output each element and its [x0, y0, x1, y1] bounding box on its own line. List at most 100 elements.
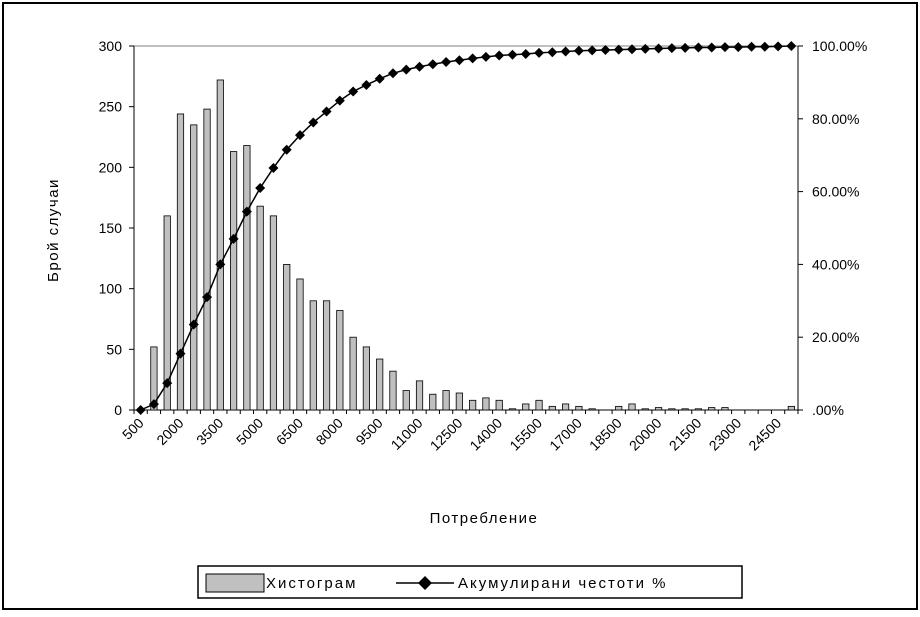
cumulative-point [627, 44, 637, 55]
cumulative-point [640, 43, 651, 54]
histogram-bar [562, 403, 570, 411]
histogram-bar [708, 407, 716, 411]
cumulative-point [454, 55, 465, 66]
cumulative-point [573, 45, 584, 56]
cumulative-point [414, 61, 425, 72]
cumulative-point [215, 259, 226, 270]
cumulative-point [693, 42, 704, 53]
cumulative-point [706, 42, 717, 53]
cumulative-point [467, 53, 478, 64]
histogram-bar [482, 397, 490, 411]
y-tick-label: 200 [99, 159, 123, 175]
cumulative-point [520, 49, 531, 60]
y2-tick-label: 40.00% [812, 256, 859, 272]
y2-tick-label: 80.00% [812, 111, 859, 127]
histogram-bar [508, 408, 517, 411]
histogram-bar [495, 399, 503, 411]
cumulative-point [135, 405, 146, 415]
y-tick-label: 50 [106, 341, 122, 357]
histogram-bar [575, 405, 583, 411]
histogram-bar [216, 79, 224, 411]
cumulative-point [427, 59, 438, 70]
y2-tick-label: 100.00% [812, 38, 867, 54]
histogram-bar [402, 390, 410, 411]
cumulative-point [361, 79, 372, 90]
y-tick-label: 150 [99, 220, 123, 236]
legend-label-histogram: Хистограм [266, 575, 357, 592]
cumulative-point [255, 182, 266, 193]
legend-label-cumulative: Акумулирани честоти % [458, 575, 668, 592]
histogram-bar [389, 370, 397, 411]
histogram-bar [415, 380, 424, 411]
y2-tick-label: 60.00% [812, 184, 859, 200]
histogram-bar [230, 151, 238, 411]
histogram-bar [362, 346, 370, 411]
histogram-bar [548, 405, 556, 411]
cumulative-point [374, 73, 385, 84]
histogram-bar [628, 403, 636, 411]
histogram-bar [469, 399, 477, 411]
histogram-bar [243, 145, 251, 411]
histogram-bar [269, 215, 278, 411]
cumulative-point [321, 106, 332, 117]
histogram-bar [309, 300, 317, 411]
histogram-bar [442, 390, 450, 411]
cumulative-point [148, 399, 159, 410]
histogram-bar [668, 408, 676, 411]
cumulative-point [281, 144, 292, 155]
histogram-bar [694, 408, 702, 411]
cumulative-point [534, 47, 545, 58]
histogram-bar [615, 405, 623, 411]
histogram-bar [588, 408, 596, 411]
legend-bar-swatch [205, 573, 265, 593]
cumulative-point [560, 46, 571, 57]
histogram-bar [150, 346, 158, 411]
cumulative-point [719, 42, 730, 53]
cumulative-point [162, 378, 173, 389]
histogram-bar [296, 278, 304, 411]
y-tick-label: 300 [99, 38, 123, 54]
histogram-bar [455, 392, 463, 411]
cumulative-point [334, 95, 345, 106]
cumulative-point [587, 45, 598, 56]
histogram-bar [535, 399, 543, 411]
y2-tick-label: .00% [812, 402, 844, 418]
histogram-bar [654, 407, 663, 411]
cumulative-point [613, 44, 624, 55]
histogram-bar [349, 336, 357, 411]
cumulative-point [733, 42, 744, 53]
cumulative-point [441, 57, 452, 68]
histogram-bar [176, 113, 185, 411]
histogram-bar [256, 205, 264, 411]
histogram-bar [721, 407, 729, 411]
histogram-bar [681, 408, 689, 411]
histogram-bar [283, 263, 291, 411]
legend-box [197, 565, 743, 599]
cumulative-point [786, 41, 797, 51]
cumulative-point [308, 117, 319, 128]
histogram-bar [522, 403, 530, 411]
cumulative-point [295, 130, 305, 141]
y-axis-title: Брой случаи [45, 178, 62, 282]
cumulative-point [175, 348, 186, 359]
cumulative-point [188, 319, 199, 330]
cumulative-point [680, 42, 691, 53]
histogram-bar [190, 124, 198, 411]
cumulative-point [348, 86, 359, 97]
cumulative-point [228, 233, 239, 244]
histogram-bar [429, 393, 437, 411]
histogram-bar [376, 358, 384, 411]
cumulative-point [746, 41, 757, 52]
cumulative-point [600, 45, 611, 56]
cumulative-point [241, 206, 252, 217]
cumulative-point [494, 50, 505, 61]
y-tick-label: 0 [114, 402, 122, 418]
histogram-bar [203, 108, 211, 411]
histogram-bar [336, 310, 344, 411]
legend-diamond-marker [418, 576, 432, 590]
cumulative-point [666, 43, 677, 54]
y-tick-label: 100 [99, 281, 123, 297]
cumulative-point [268, 162, 279, 173]
histogram-bar [163, 215, 171, 411]
